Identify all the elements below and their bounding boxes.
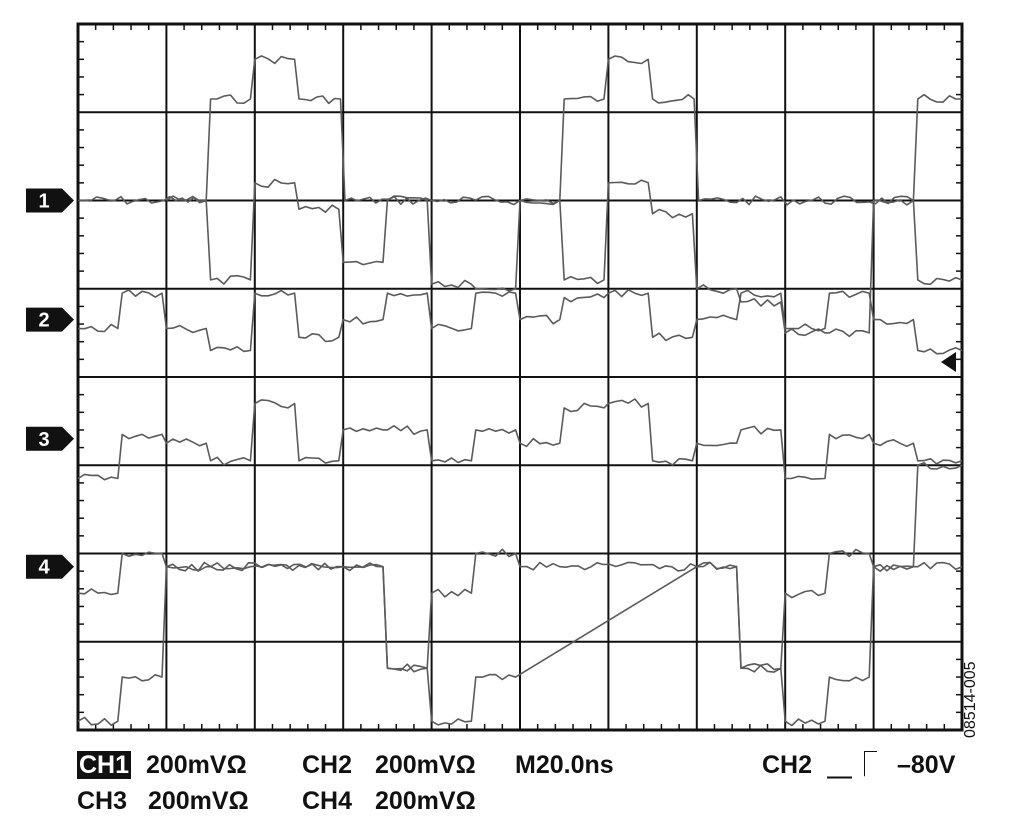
trace-line [77,55,962,206]
ch2-label: CH2 [302,751,353,779]
ch3-scale: 200mVΩ [147,787,249,815]
channel-marker [26,307,74,332]
ch2-readout: CH2 200mVΩ [302,751,476,779]
trace-line [77,289,963,355]
ch4-label: CH4 [302,787,353,815]
ch3-label: CH3 [77,787,128,815]
channel-markers: 1 2 3 4 [26,188,74,579]
timebase-readout: M20.0ns [515,751,614,779]
ch2-scale: 200mVΩ [374,751,476,779]
trace-line [165,178,963,338]
ch4-scale: 200mVΩ [374,787,476,815]
channel-marker-label: 3 [38,429,49,451]
channel-marker [26,426,74,451]
ch3-readout: CH3 200mVΩ [77,787,249,815]
trace-line [77,561,963,727]
ch1-scale: 200mVΩ [145,751,247,779]
trace-line [77,398,963,481]
ch1-readout: CH1 200mVΩ [77,751,247,779]
channel-marker [26,554,74,579]
ch4-readout: CH4 200mVΩ [302,787,476,815]
channel-marker-label: 1 [38,191,49,213]
trigger-level: –80V [897,751,956,779]
channel-marker-label: 4 [38,557,50,579]
channel-marker [26,188,74,213]
trigger-level-arrow-icon [941,352,956,372]
channel-marker-label: 2 [38,310,49,332]
trigger-readout: CH2 ⎽⎾ [762,750,877,780]
figure-id: 08514-005 [962,661,979,738]
graticule-grid [78,24,962,730]
waveform-traces [77,55,963,727]
ch1-label: CH1 [77,751,132,779]
trigger-source: CH2 [762,751,813,779]
trigger-slope-icon: ⎽⎾ [826,750,877,779]
